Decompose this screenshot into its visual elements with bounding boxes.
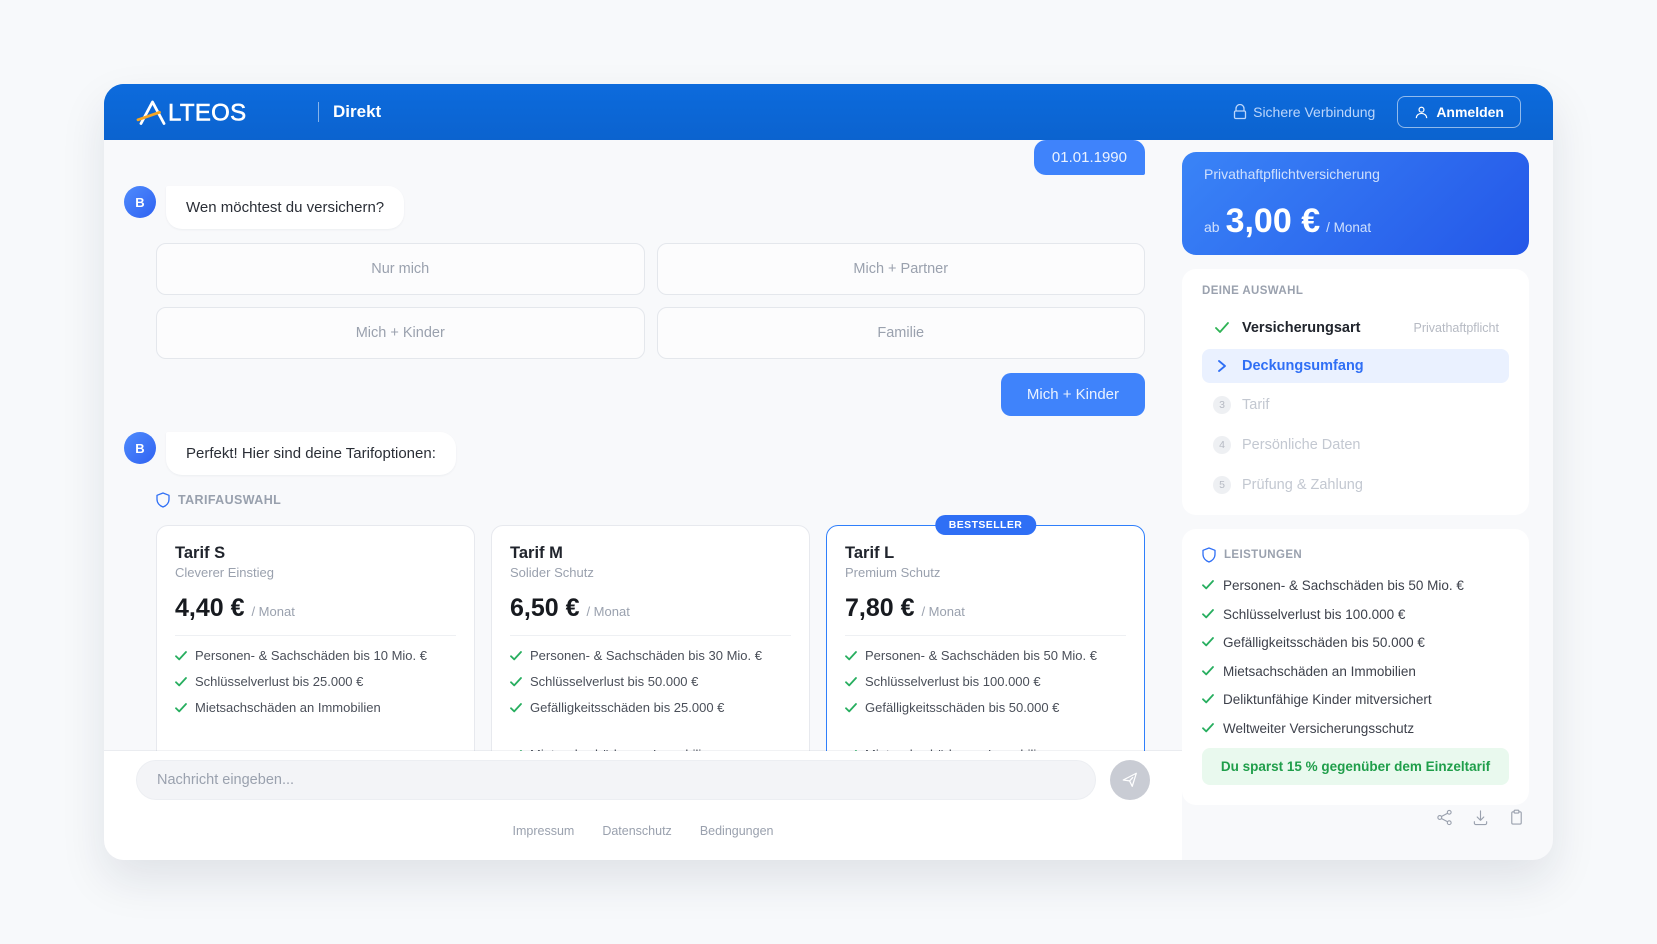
svg-text:LTEOS: LTEOS bbox=[168, 100, 246, 127]
